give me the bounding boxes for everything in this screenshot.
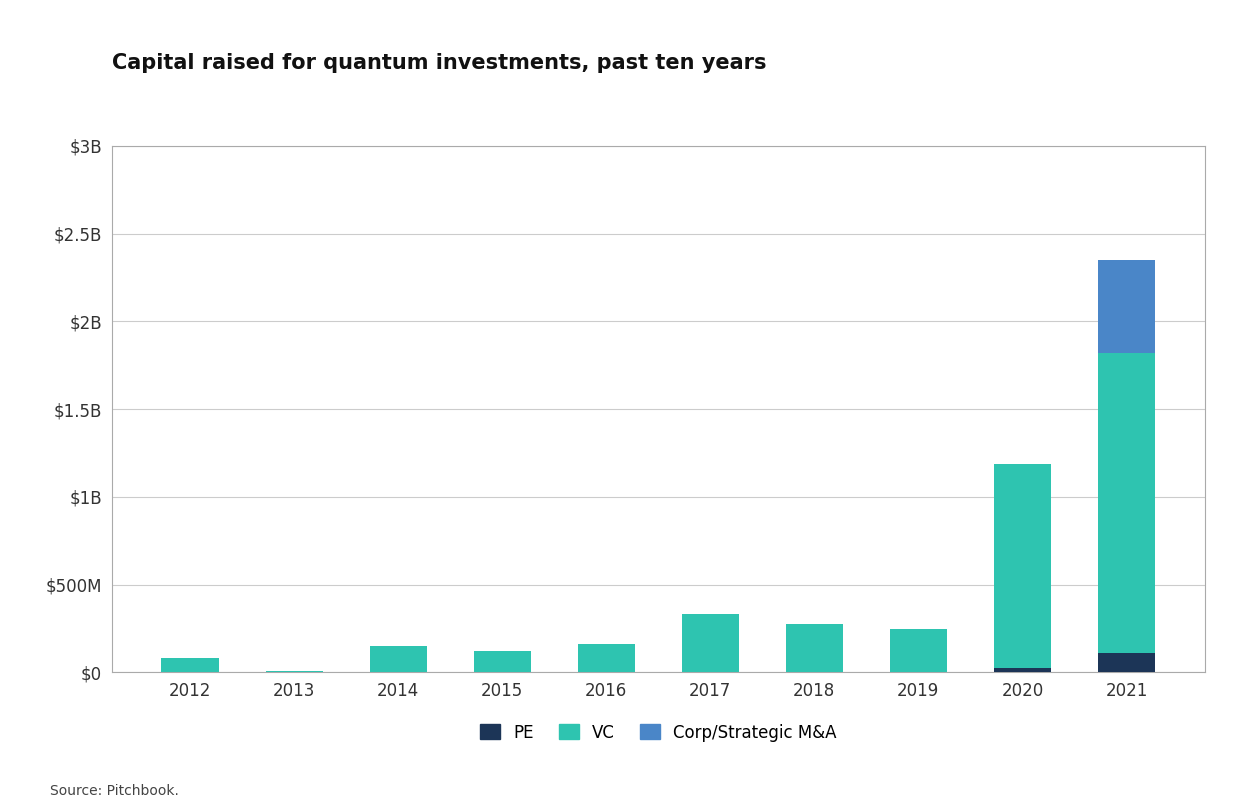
Bar xyxy=(682,614,739,672)
Bar xyxy=(1098,260,1155,353)
Bar xyxy=(473,651,530,672)
Bar xyxy=(994,464,1051,668)
Bar xyxy=(161,659,219,672)
Text: Source: Pitchbook.: Source: Pitchbook. xyxy=(50,784,179,798)
Bar xyxy=(786,624,843,672)
Bar xyxy=(889,629,946,672)
Text: Capital raised for quantum investments, past ten years: Capital raised for quantum investments, … xyxy=(112,53,766,73)
Bar xyxy=(578,644,635,672)
Bar xyxy=(370,646,427,672)
Bar xyxy=(994,668,1051,672)
Bar xyxy=(1098,353,1155,653)
Bar xyxy=(266,671,323,672)
Legend: PE, VC, Corp/Strategic M&A: PE, VC, Corp/Strategic M&A xyxy=(473,717,843,748)
Bar xyxy=(1098,653,1155,672)
